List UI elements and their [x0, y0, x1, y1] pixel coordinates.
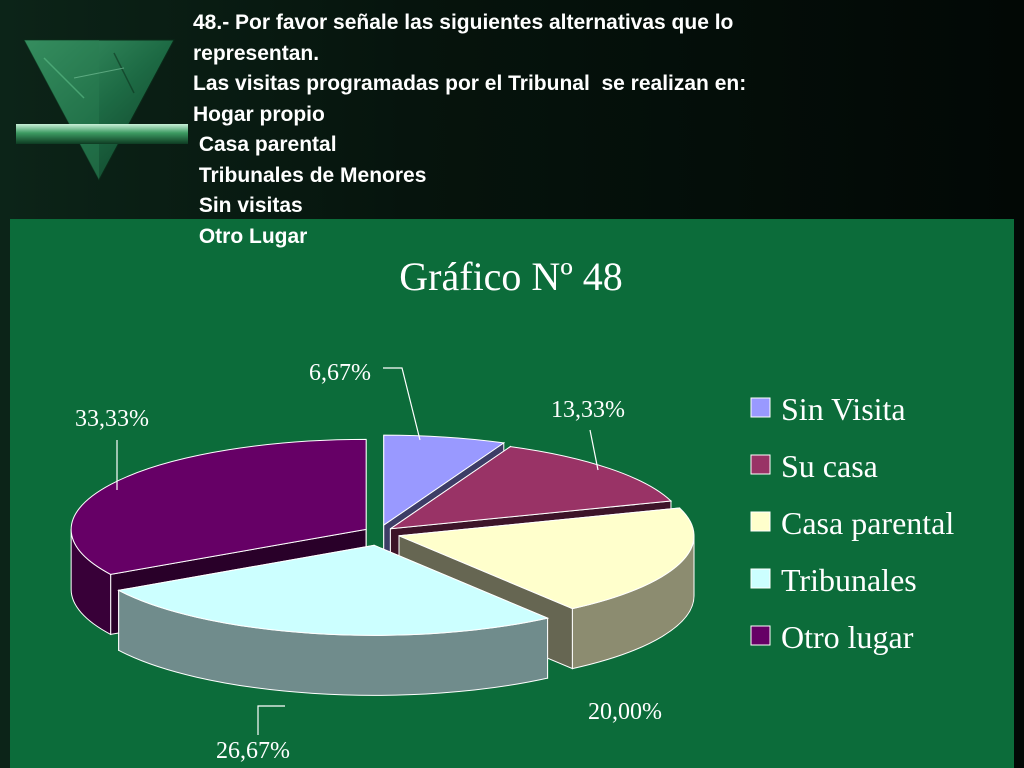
legend-label: Otro lugar — [781, 619, 914, 655]
inverted-triangle-logo-icon — [16, 39, 188, 182]
legend-label: Tribunales — [781, 562, 917, 598]
legend-swatch — [750, 454, 771, 475]
slice-top — [117, 544, 550, 636]
legend-swatch — [750, 625, 771, 646]
data-label: 20,00% — [588, 699, 662, 725]
question-line: representan. — [193, 41, 320, 65]
question-line: Hogar propio — [193, 102, 325, 126]
chart-title: Gráfico Nº 48 — [399, 254, 622, 299]
slice-top — [383, 434, 506, 527]
question-line: 48.- Por favor señale las siguientes alt… — [193, 11, 734, 34]
legend-label: Su casa — [781, 448, 878, 484]
legend-swatch — [750, 511, 771, 532]
data-label: 6,67% — [309, 360, 371, 386]
legend-label: Sin Visita — [781, 391, 906, 427]
slice-top — [390, 446, 673, 530]
data-label: 26,67% — [216, 738, 290, 764]
question-text: 48.- Por favor señale las siguientes alt… — [193, 8, 1013, 252]
slice-top — [70, 438, 367, 575]
slice-top — [398, 507, 695, 610]
leader-line — [383, 367, 421, 441]
pie-slice — [117, 544, 550, 696]
legend-label: Casa parental — [781, 505, 954, 541]
data-label: 33,33% — [75, 406, 149, 432]
question-line: Las visitas programadas por el Tribunal … — [193, 72, 747, 95]
question-line: Otro Lugar — [193, 224, 308, 248]
question-line: Sin visitas — [193, 194, 303, 217]
legend-swatch — [750, 568, 771, 589]
question-line: Casa parental — [193, 133, 337, 156]
leader-line — [589, 429, 599, 471]
legend-swatch — [750, 397, 771, 418]
data-label: 13,33% — [551, 397, 625, 423]
leader-line — [257, 705, 285, 735]
question-line: Tribunales de Menores — [193, 163, 427, 187]
